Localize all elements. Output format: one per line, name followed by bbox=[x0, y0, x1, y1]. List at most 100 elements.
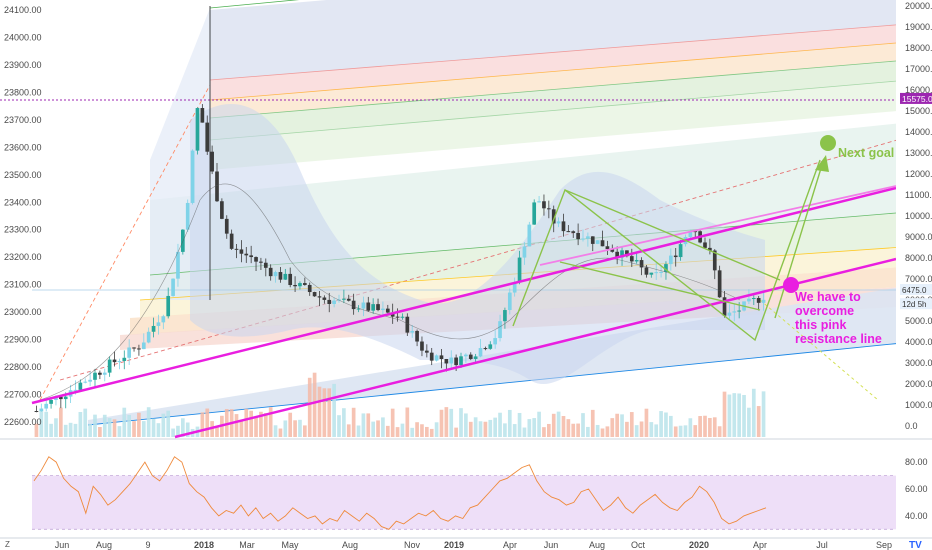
time-axis-label: 9 bbox=[145, 540, 150, 550]
candle-body bbox=[293, 285, 297, 287]
candle-body bbox=[59, 396, 63, 400]
volume-bar bbox=[200, 412, 205, 437]
volume-bar bbox=[659, 411, 663, 437]
resistance-annotation: We have to overcome this pink resistance… bbox=[795, 290, 882, 346]
volume-bar bbox=[244, 408, 249, 437]
candle-body bbox=[556, 221, 561, 224]
candle-body bbox=[210, 151, 214, 172]
rsi-axis-tick: 80.00 bbox=[905, 457, 928, 467]
fan-line bbox=[209, 60, 896, 119]
next-goal-label: Next goal bbox=[838, 146, 894, 160]
candle-body bbox=[454, 357, 458, 366]
resistance-annotation-line1: We have to bbox=[795, 290, 861, 304]
candle-body bbox=[590, 236, 595, 244]
candle-body bbox=[566, 231, 571, 233]
candle-body bbox=[649, 272, 654, 275]
volume-bar bbox=[600, 428, 605, 437]
green-flag-upper bbox=[564, 189, 781, 281]
volume-bar bbox=[693, 425, 698, 437]
pink-support-line bbox=[31, 186, 897, 405]
candle-body bbox=[654, 272, 659, 274]
fib-fan-layer bbox=[39, 0, 896, 426]
volume-bar bbox=[503, 423, 507, 437]
time-axis-label: Mar bbox=[239, 540, 255, 550]
candle-body bbox=[161, 316, 166, 323]
volume-bar bbox=[78, 411, 83, 437]
left-axis-tick: 23600.00 bbox=[4, 142, 42, 152]
volume-bar bbox=[639, 421, 644, 437]
volume-bar bbox=[717, 426, 722, 437]
candle-body bbox=[439, 355, 444, 359]
right-axis-tick: 20000.0 bbox=[905, 1, 932, 11]
volume-bar bbox=[151, 418, 156, 437]
candle-body bbox=[346, 298, 351, 301]
volume-bar bbox=[54, 418, 58, 437]
volume-bar bbox=[49, 423, 53, 437]
volume-bar bbox=[732, 393, 737, 437]
candle-body bbox=[298, 283, 302, 287]
volume-bar bbox=[127, 414, 131, 437]
volume-bar bbox=[288, 412, 293, 437]
candle-body bbox=[366, 302, 371, 311]
candle-body bbox=[200, 108, 205, 123]
candle-body bbox=[151, 325, 156, 332]
volume-bar bbox=[317, 386, 322, 437]
candle-body bbox=[78, 382, 83, 390]
volume-bar bbox=[59, 407, 63, 437]
candle-body bbox=[542, 201, 546, 209]
candle-body bbox=[220, 201, 224, 219]
right-axis-tick: 11000.0 bbox=[905, 190, 932, 200]
volume-bar bbox=[595, 424, 600, 437]
candle-body bbox=[127, 347, 131, 358]
candle-body bbox=[712, 250, 717, 271]
right-axis-tick: 2000.0 bbox=[905, 379, 932, 389]
candle-body bbox=[288, 273, 293, 286]
volume-bar bbox=[537, 411, 541, 437]
green-flag-lower bbox=[559, 261, 761, 311]
pink-upper-channel bbox=[539, 185, 897, 266]
volume-bar bbox=[703, 415, 707, 437]
right-axis-tick: 9000.0 bbox=[905, 232, 932, 242]
candle-body bbox=[381, 308, 385, 311]
volume-bar bbox=[664, 412, 668, 437]
right-axis-tick: 1000.0 bbox=[905, 400, 932, 410]
left-axis-tick: 23900.00 bbox=[4, 60, 42, 70]
candle-body bbox=[229, 233, 234, 249]
time-axis-label: May bbox=[281, 540, 299, 550]
green-pattern-path bbox=[512, 159, 821, 342]
right-axis-tick: 12000.0 bbox=[905, 169, 932, 179]
volume-bar bbox=[410, 427, 415, 437]
candle-body bbox=[93, 372, 97, 380]
candle-body bbox=[464, 354, 468, 357]
volume-bar bbox=[542, 427, 546, 437]
candle-body bbox=[122, 357, 127, 361]
volume-bar bbox=[620, 414, 624, 437]
candle-body bbox=[678, 244, 683, 258]
volume-bar bbox=[361, 413, 366, 437]
volume-bar bbox=[566, 419, 571, 437]
fib-band-blue-2 bbox=[210, 0, 896, 80]
candle-body bbox=[429, 352, 434, 361]
candle-body bbox=[400, 316, 405, 318]
candle-body bbox=[547, 208, 551, 210]
price-tag-bg bbox=[900, 298, 932, 310]
volume-bar bbox=[137, 412, 141, 437]
candle-body bbox=[644, 267, 649, 275]
volume-bar bbox=[629, 412, 634, 437]
volume-bar bbox=[688, 418, 693, 437]
volume-bar bbox=[483, 421, 488, 437]
candle-body bbox=[659, 271, 663, 273]
candle-body bbox=[473, 356, 478, 359]
candle-body bbox=[693, 231, 698, 233]
candle-body bbox=[356, 308, 361, 310]
volume-bar bbox=[683, 425, 688, 437]
moving-average-line bbox=[39, 183, 741, 401]
rsi-pane bbox=[32, 456, 896, 530]
volume-bar bbox=[156, 423, 161, 437]
volume-bar bbox=[634, 425, 639, 437]
time-axis-label: Jun bbox=[544, 540, 559, 550]
candle-body bbox=[605, 246, 610, 250]
price-tag-bg bbox=[900, 92, 932, 104]
resistance-marker bbox=[783, 277, 799, 293]
volume-bar bbox=[522, 427, 527, 437]
